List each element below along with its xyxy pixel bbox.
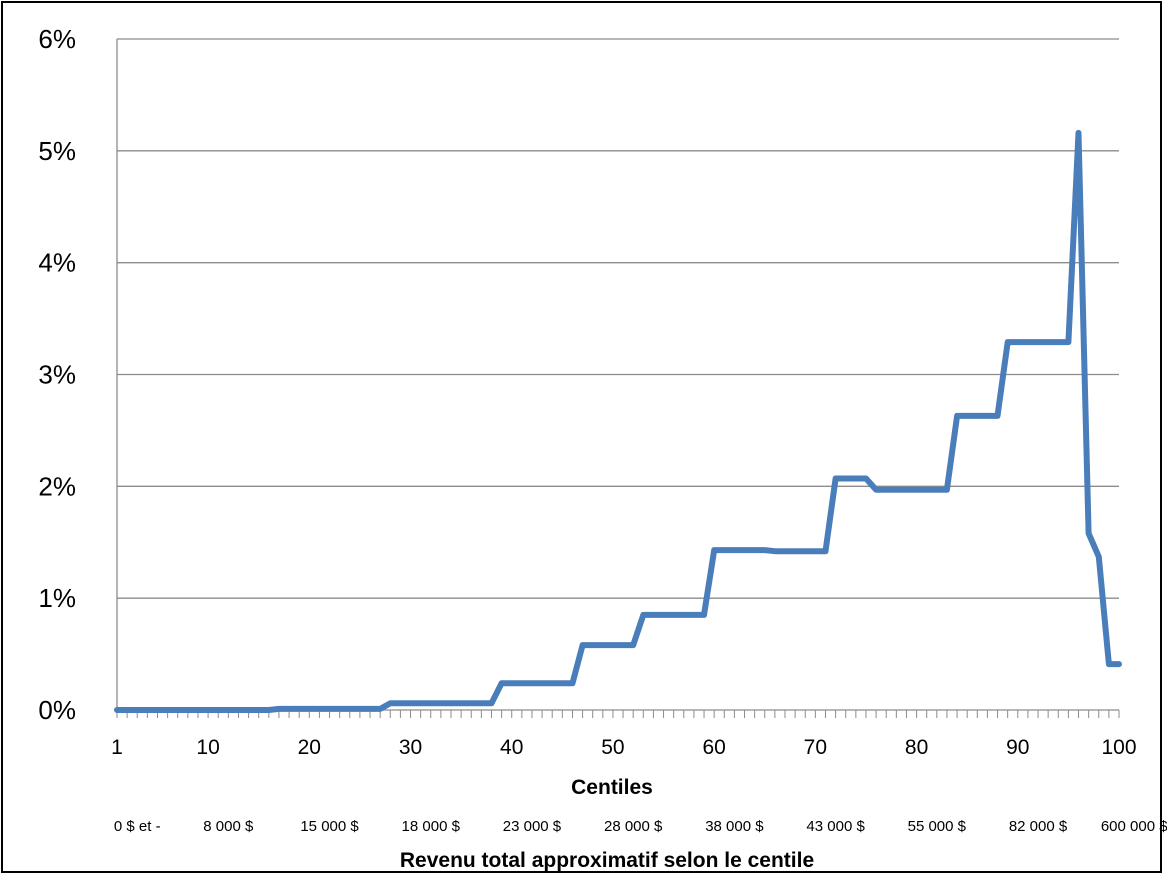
gridlines bbox=[116, 38, 1119, 711]
x-axis-secondary-label: Revenu total approximatif selon le centi… bbox=[400, 849, 814, 872]
x-axis-label: Centiles bbox=[571, 776, 653, 799]
income-labels: 0 $ et - 8 000 $ 15 000 $ 18 000 $ 23 000 $ 2… bbox=[114, 818, 1167, 835]
y-tick-label: 4% bbox=[38, 248, 76, 278]
income-label: 0 $ et - bbox=[114, 818, 161, 835]
series-group bbox=[114, 129, 1122, 713]
x-tick-label: 90 bbox=[1006, 736, 1029, 759]
income-label: 8 000 $ bbox=[203, 818, 254, 835]
x-tick-label: 30 bbox=[399, 736, 422, 759]
y-tick-label: 2% bbox=[38, 471, 76, 501]
y-tick-label: 6% bbox=[38, 24, 76, 54]
income-label: 82 000 $ bbox=[1009, 818, 1068, 835]
y-tick-label: 0% bbox=[38, 695, 76, 725]
x-tick-label: 40 bbox=[500, 736, 523, 759]
x-tick-label: 10 bbox=[196, 736, 219, 759]
x-axis-ticks: 1 10 20 30 40 50 60 70 80 90 100 bbox=[111, 736, 1136, 759]
income-label: 15 000 $ bbox=[300, 818, 359, 835]
x-tick-label: 1 bbox=[111, 736, 123, 759]
series-line-0 bbox=[114, 129, 1122, 713]
income-label: 38 000 $ bbox=[705, 818, 764, 835]
y-axis-ticks: 0% 1% 2% 3% 4% 5% 6% bbox=[38, 24, 76, 725]
y-tick-label: 3% bbox=[38, 360, 76, 390]
income-label: 43 000 $ bbox=[806, 818, 865, 835]
income-label: 18 000 $ bbox=[402, 818, 461, 835]
y-tick-label: 1% bbox=[38, 583, 76, 613]
x-tick-label: 60 bbox=[702, 736, 725, 759]
income-label: 600 000 $ bbox=[1101, 818, 1167, 835]
x-tick-label: 20 bbox=[298, 736, 321, 759]
x-tick-label: 70 bbox=[804, 736, 827, 759]
income-label: 23 000 $ bbox=[503, 818, 562, 835]
y-tick-label: 5% bbox=[38, 136, 76, 166]
income-label: 55 000 $ bbox=[908, 818, 967, 835]
x-tick-label: 50 bbox=[601, 736, 624, 759]
income-label: 28 000 $ bbox=[604, 818, 663, 835]
x-tick-label: 100 bbox=[1101, 736, 1136, 759]
x-tick-label: 80 bbox=[905, 736, 928, 759]
